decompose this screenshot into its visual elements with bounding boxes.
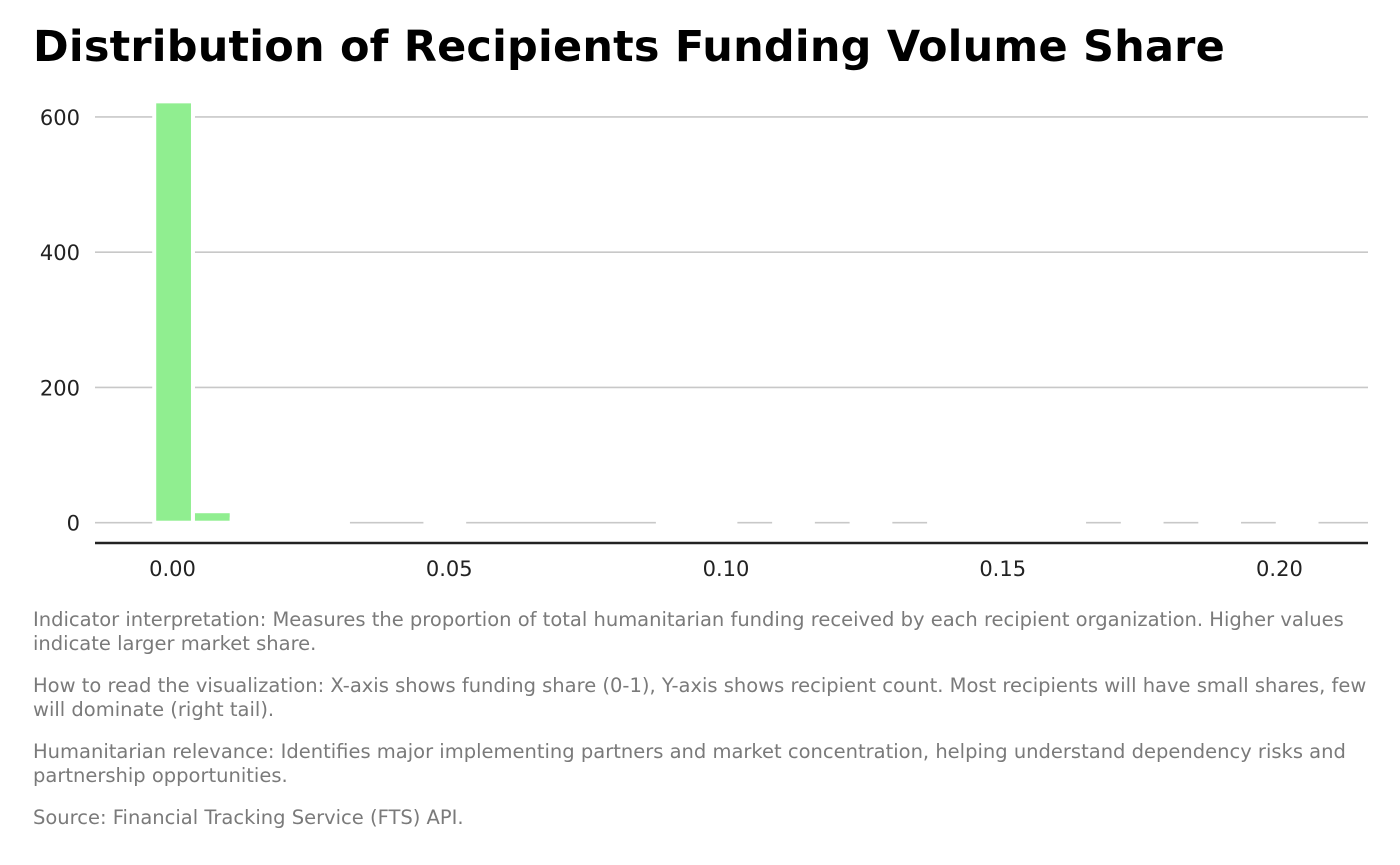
histogram-bars — [152, 99, 1319, 525]
x-tick-label: 0.00 — [149, 557, 196, 581]
histogram-bar-11 — [965, 520, 1009, 525]
x-tick-label: 0.10 — [703, 557, 750, 581]
histogram-bar-6 — [655, 520, 699, 525]
x-tick-label: 0.05 — [426, 557, 473, 581]
histogram-bar-12 — [1004, 520, 1048, 525]
note-relevance: Humanitarian relevance: Identifies major… — [33, 740, 1346, 787]
note-interpretation: Indicator interpretation: Measures the p… — [33, 608, 1344, 655]
y-tick-label: 600 — [40, 106, 80, 130]
histogram-bar-15 — [1198, 520, 1242, 525]
chart-notes: Indicator interpretation: Measures the p… — [33, 608, 1378, 848]
tick-labels: 0 200 400 600 0.00 0.05 0.10 0.15 0.20 — [40, 106, 1303, 581]
histogram-bar-1 — [190, 509, 234, 525]
gridlines — [95, 116, 1368, 524]
histogram-bar-2 — [229, 517, 273, 525]
histogram-bar-9 — [849, 520, 893, 525]
chart-title: Distribution of Recipients Funding Volum… — [33, 22, 1225, 72]
histogram-bar-16 — [1275, 520, 1319, 525]
histogram-bar-14 — [1120, 520, 1164, 525]
x-tick-label: 0.20 — [1256, 557, 1303, 581]
y-tick-label: 400 — [40, 241, 80, 265]
histogram-bar-0 — [152, 99, 195, 525]
histogram-bar-13 — [1043, 520, 1087, 525]
histogram-bar-3 — [268, 519, 312, 525]
histogram-bar-4 — [307, 520, 350, 525]
y-tick-label: 0 — [67, 512, 80, 536]
histogram-bar-8 — [772, 520, 815, 525]
histogram-chart: 0 200 400 600 0.00 0.05 0.10 0.15 0.20 — [40, 99, 1368, 581]
y-tick-label: 200 — [40, 376, 80, 400]
note-source: Source: Financial Tracking Service (FTS)… — [33, 806, 464, 829]
note-how-to-read: How to read the visualization: X-axis sh… — [33, 674, 1367, 721]
histogram-bar-7 — [694, 520, 738, 525]
histogram-bar-5 — [423, 520, 467, 525]
x-tick-label: 0.15 — [979, 557, 1026, 581]
histogram-bar-10 — [927, 520, 970, 525]
